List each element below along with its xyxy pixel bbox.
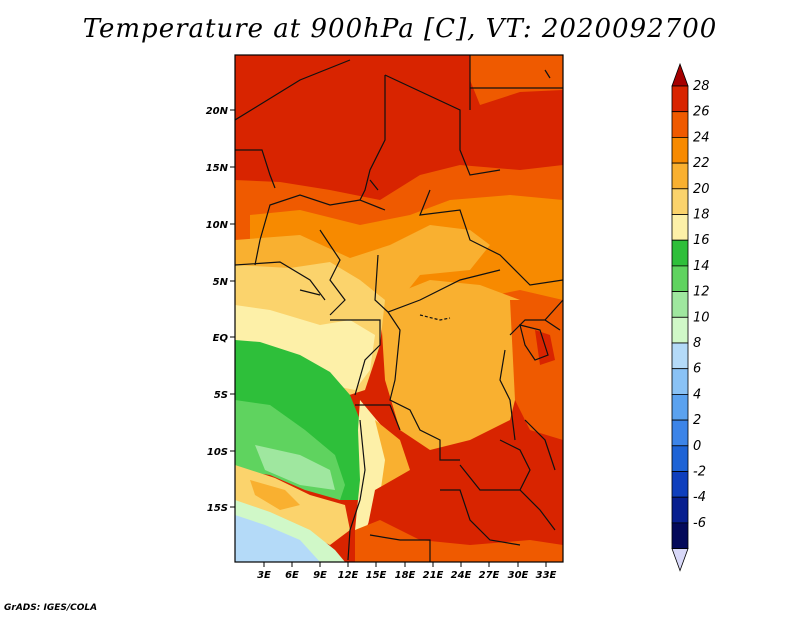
lat-label-15s: 15S (207, 503, 228, 514)
colorbar-label: 20 (693, 182, 710, 197)
lat-label-20n: 20N (206, 106, 229, 117)
colorbar-segment (671, 445, 689, 472)
colorbar-bottom-arrow (671, 548, 689, 572)
colorbar-label: 28 (693, 79, 710, 94)
colorbar-segment (671, 471, 689, 498)
colorbar-top-arrow (671, 62, 689, 87)
lon-label-24e: 24E (451, 570, 472, 581)
colorbar-segment (671, 265, 689, 292)
lon-label-33e: 33E (536, 570, 557, 581)
colorbar-label: 22 (693, 156, 710, 171)
colorbar-segment (671, 239, 689, 267)
lon-label-18e: 18E (395, 570, 416, 581)
region-congo-basin (380, 280, 530, 450)
colorbar-label: 0 (693, 439, 701, 454)
colorbar-segment (671, 162, 689, 190)
lon-label-3e: 3E (257, 570, 271, 581)
lon-label-9e: 9E (313, 570, 327, 581)
map-title: Temperature at 900hPa [C], VT: 202009270… (82, 14, 718, 44)
colorbar-label: -4 (693, 490, 706, 505)
region-south-edge (355, 520, 563, 562)
lat-label-15n: 15N (206, 163, 229, 174)
colorbar-segment (671, 342, 689, 370)
colorbar-segment (671, 316, 689, 344)
colorbar-segment (671, 393, 689, 421)
region-atlantic-cool (255, 445, 335, 490)
colorbar-label: 10 (693, 310, 710, 325)
lon-label-12e: 12E (338, 570, 359, 581)
colorbar-segment (671, 214, 689, 241)
colorbar-label: 4 (693, 387, 701, 402)
colorbar-segment (671, 522, 689, 550)
colorbar-segment (671, 291, 689, 318)
colorbar-segment (671, 85, 689, 113)
colorbar-segment (671, 368, 689, 395)
lat-label-10n: 10N (206, 220, 229, 231)
map-boundaries (235, 55, 563, 562)
colorbar-segment (671, 136, 689, 164)
colorbar-label: 12 (693, 285, 710, 300)
colorbar-label: 16 (693, 233, 710, 248)
lat-label-10s: 10S (207, 447, 228, 458)
lon-label-27e: 27E (479, 570, 500, 581)
region-southern-hot (365, 455, 563, 562)
region-northeast-orange (470, 55, 563, 105)
lat-label-5n: 5N (213, 277, 229, 288)
lon-label-30e: 30E (508, 570, 529, 581)
map-frame (234, 54, 564, 563)
colorbar-label: 18 (693, 208, 710, 223)
lon-label-21e: 21E (423, 570, 444, 581)
colorbar-label: 6 (693, 362, 701, 377)
colorbar-label: 2 (693, 413, 701, 428)
colorbar-label: 14 (693, 259, 710, 274)
colorbar-label: -2 (693, 465, 706, 480)
grads-credit: GrADS: IGES/COLA (4, 603, 98, 613)
lat-label-eq: EQ (213, 333, 229, 344)
colorbar-label: 8 (693, 336, 701, 351)
colorbar-segment (671, 419, 689, 447)
latitude-axis: 20N 15N 10N 5N EQ 5S 10S 15S (206, 106, 235, 514)
lon-label-6e: 6E (285, 570, 299, 581)
region-southeast-hot (515, 440, 563, 470)
colorbar-segment (671, 188, 689, 215)
colorbar-segment (671, 496, 689, 524)
colorbar-label: 24 (693, 130, 710, 145)
colorbar-label: -6 (693, 516, 706, 531)
lon-label-15e: 15E (366, 570, 387, 581)
lat-label-5s: 5S (214, 390, 228, 401)
colorbar-segment (671, 111, 689, 138)
region-atlantic-blue (235, 515, 320, 562)
longitude-axis: 3E 6E 9E 12E 15E 18E 21E 24E 27E 30E 33E (257, 562, 557, 581)
region-atlantic-warm (235, 305, 375, 390)
colorbar-label: 26 (693, 105, 710, 120)
region-southwest-orange (250, 480, 300, 510)
